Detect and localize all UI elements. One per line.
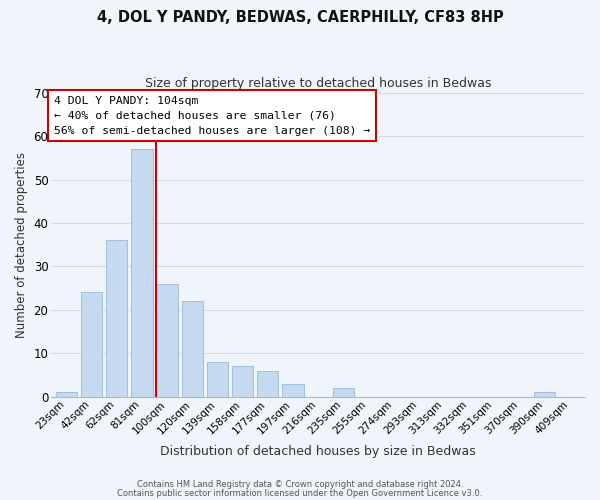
Bar <box>56 392 77 396</box>
X-axis label: Distribution of detached houses by size in Bedwas: Distribution of detached houses by size … <box>160 444 476 458</box>
Text: Contains public sector information licensed under the Open Government Licence v3: Contains public sector information licen… <box>118 488 482 498</box>
Bar <box>534 392 556 396</box>
Bar <box>332 388 354 396</box>
Bar <box>81 292 102 397</box>
Text: 4 DOL Y PANDY: 104sqm
← 40% of detached houses are smaller (76)
56% of semi-deta: 4 DOL Y PANDY: 104sqm ← 40% of detached … <box>54 96 370 136</box>
Bar <box>131 150 152 396</box>
Bar <box>182 301 203 396</box>
Bar <box>232 366 253 396</box>
Bar <box>206 362 228 396</box>
Bar <box>157 284 178 397</box>
Bar <box>282 384 304 396</box>
Text: Contains HM Land Registry data © Crown copyright and database right 2024.: Contains HM Land Registry data © Crown c… <box>137 480 463 489</box>
Y-axis label: Number of detached properties: Number of detached properties <box>15 152 28 338</box>
Bar <box>257 370 278 396</box>
Text: 4, DOL Y PANDY, BEDWAS, CAERPHILLY, CF83 8HP: 4, DOL Y PANDY, BEDWAS, CAERPHILLY, CF83… <box>97 10 503 25</box>
Bar <box>106 240 127 396</box>
Title: Size of property relative to detached houses in Bedwas: Size of property relative to detached ho… <box>145 78 491 90</box>
